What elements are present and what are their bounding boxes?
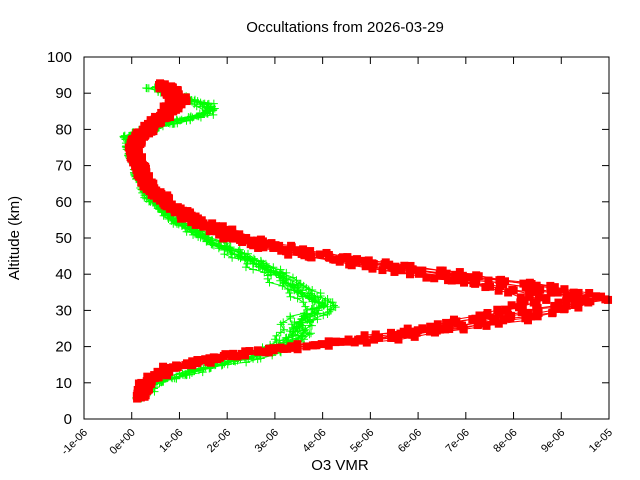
y-tick-label: 20	[55, 339, 72, 356]
chart-title: Occultations from 2026-03-29	[246, 19, 444, 36]
x-tick-label: 6e-06	[396, 427, 424, 455]
x-tick-label: 0e+00	[108, 427, 138, 457]
plot-area	[119, 79, 613, 403]
x-tick-label: 1e-05	[587, 427, 615, 455]
x-tick-label: 5e-06	[348, 427, 376, 455]
x-tick-label: -1e-06	[59, 427, 90, 458]
y-tick-label: 70	[55, 158, 72, 175]
x-tick-label: 3e-06	[253, 427, 281, 455]
x-tick-label: 9e-06	[539, 427, 567, 455]
y-tick-label: 90	[55, 85, 72, 102]
y-tick-label: 0	[64, 411, 72, 428]
y-tick-label: 30	[55, 302, 72, 319]
y-tick-label: 10	[55, 375, 72, 392]
x-tick-label: 7e-06	[444, 427, 472, 455]
y-tick-label: 80	[55, 121, 72, 138]
y-axis-label: Altitude (km)	[6, 196, 23, 280]
y-tick-label: 40	[55, 266, 72, 283]
y-tick-label: 100	[47, 49, 72, 66]
y-tick-label: 50	[55, 230, 72, 247]
x-tick-label: 8e-06	[491, 427, 519, 455]
red-square-series	[124, 79, 613, 403]
x-axis-label: O3 VMR	[311, 457, 369, 474]
x-tick-label: 1e-06	[157, 427, 185, 455]
y-axis: 0 10 20 30 40 50 60 70 80 90 100	[47, 49, 609, 428]
x-tick-label: 4e-06	[300, 427, 328, 455]
x-tick-label: 2e-06	[205, 427, 233, 455]
y-tick-label: 60	[55, 194, 72, 211]
